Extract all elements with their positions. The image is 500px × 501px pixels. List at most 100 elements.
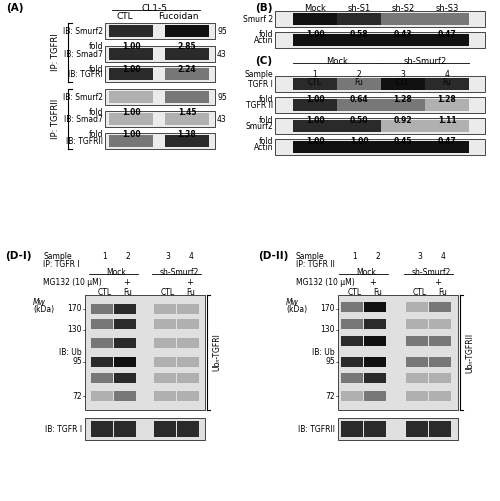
Text: Fu: Fu [438, 288, 448, 297]
Bar [91, 373, 113, 383]
Bar [275, 118, 485, 134]
Bar [165, 135, 209, 147]
Bar [91, 421, 113, 437]
Bar [364, 373, 386, 383]
Bar [337, 13, 381, 25]
Text: 95: 95 [325, 357, 335, 366]
Bar [406, 421, 428, 437]
Text: Fu: Fu [354, 78, 364, 87]
Text: 1.00: 1.00 [306, 116, 324, 125]
Text: fold: fold [88, 42, 103, 51]
Bar [425, 99, 469, 111]
Bar [381, 78, 425, 90]
Text: IB: Smad7: IB: Smad7 [64, 50, 103, 59]
Text: 170: 170 [68, 304, 82, 313]
Bar [105, 23, 215, 39]
Text: 4: 4 [188, 252, 194, 261]
Bar [91, 338, 113, 348]
Text: 1.00: 1.00 [306, 137, 324, 146]
Bar [364, 319, 386, 329]
Bar [406, 391, 428, 401]
Text: IB: Ub: IB: Ub [60, 348, 82, 357]
Text: 4: 4 [444, 70, 450, 79]
Bar [91, 319, 113, 329]
Bar [429, 391, 451, 401]
Bar [91, 357, 113, 367]
Text: IB: Smad7: IB: Smad7 [64, 115, 103, 124]
Text: +: + [434, 278, 442, 287]
Bar [429, 373, 451, 383]
Bar [337, 78, 381, 90]
Bar [114, 391, 136, 401]
Text: 3: 3 [400, 70, 406, 79]
Text: 1.45: 1.45 [178, 108, 196, 117]
Text: 43: 43 [217, 115, 227, 124]
Bar [406, 302, 428, 312]
Bar [341, 302, 363, 312]
Text: 0.92: 0.92 [394, 116, 412, 125]
Text: 2: 2 [356, 70, 362, 79]
Bar [109, 68, 153, 80]
Text: CTL: CTL [396, 78, 410, 87]
Text: 95: 95 [217, 27, 227, 36]
Bar [114, 304, 136, 314]
Text: Sample: Sample [296, 252, 324, 261]
Bar [85, 295, 205, 410]
Text: 0.43: 0.43 [394, 30, 412, 39]
Bar [381, 99, 425, 111]
Text: 1.00: 1.00 [306, 30, 324, 39]
Bar [154, 338, 176, 348]
Text: +: + [370, 278, 376, 287]
Text: 3: 3 [418, 252, 422, 261]
Bar [114, 319, 136, 329]
Bar [177, 373, 199, 383]
Text: Mock: Mock [304, 4, 326, 13]
Bar [109, 25, 153, 37]
Text: 130: 130 [68, 325, 82, 334]
Text: (D-I): (D-I) [5, 251, 32, 261]
Bar [425, 141, 469, 153]
Text: 43: 43 [217, 50, 227, 59]
Text: Actin: Actin [254, 36, 273, 45]
Text: fold: fold [258, 30, 273, 39]
Bar [293, 120, 337, 132]
Text: 4: 4 [440, 252, 446, 261]
Bar [154, 421, 176, 437]
Text: (D-II): (D-II) [258, 251, 288, 261]
Bar [381, 34, 425, 46]
Bar [429, 319, 451, 329]
Text: Fu: Fu [124, 288, 132, 297]
Text: CTL: CTL [348, 288, 362, 297]
Text: IB: Smurf2: IB: Smurf2 [63, 27, 103, 36]
Bar [114, 357, 136, 367]
Text: (A): (A) [6, 3, 24, 13]
Bar [341, 357, 363, 367]
Bar [341, 373, 363, 383]
Bar [406, 373, 428, 383]
Bar [293, 141, 337, 153]
Text: TGFR I: TGFR I [248, 80, 273, 89]
Text: 170: 170 [320, 304, 335, 313]
Bar [177, 421, 199, 437]
Text: Smurf2: Smurf2 [245, 122, 273, 130]
Text: (kDa): (kDa) [33, 305, 54, 314]
Text: sh-S3: sh-S3 [436, 4, 458, 13]
Text: 72: 72 [72, 392, 82, 401]
Text: Mock: Mock [106, 268, 126, 277]
Text: CTL: CTL [98, 288, 112, 297]
Text: (kDa): (kDa) [286, 305, 307, 314]
Text: fold: fold [88, 65, 103, 74]
Bar [91, 304, 113, 314]
Text: 1.00: 1.00 [122, 130, 141, 139]
Bar [341, 319, 363, 329]
Bar [364, 336, 386, 346]
Text: Fucoidan: Fucoidan [158, 12, 198, 21]
Text: 95: 95 [72, 357, 82, 366]
Bar [364, 302, 386, 312]
Text: 72: 72 [326, 392, 335, 401]
Bar [406, 336, 428, 346]
Bar [338, 295, 458, 410]
Text: fold: fold [88, 108, 103, 117]
Bar [165, 25, 209, 37]
Bar [337, 120, 381, 132]
